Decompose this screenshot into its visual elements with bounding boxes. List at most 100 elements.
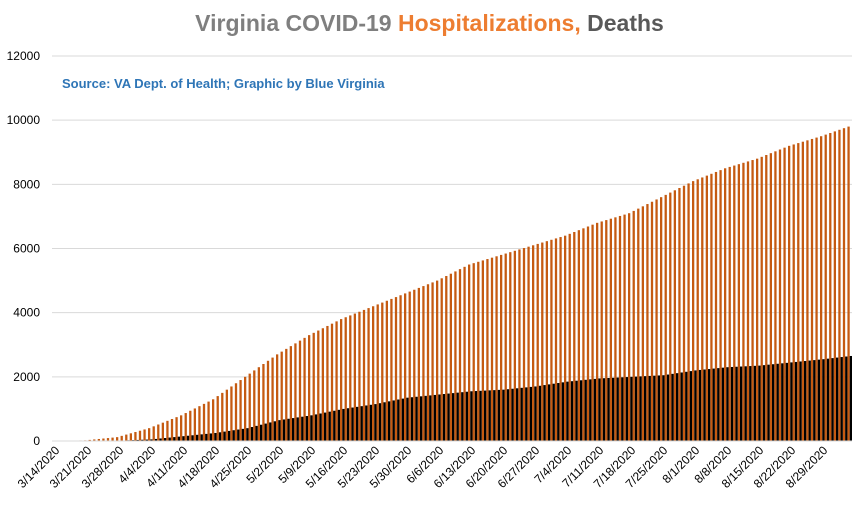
y-tick-label: 0 (33, 434, 40, 448)
deaths-bar (543, 385, 546, 441)
deaths-bar (342, 408, 345, 441)
title-part-hospitalizations: Hospitalizations, (397, 10, 588, 36)
hospitalizations-bar (221, 392, 224, 441)
deaths-bar (191, 435, 194, 441)
deaths-bar (612, 377, 615, 441)
hospitalizations-bar (385, 300, 388, 441)
hospitalizations-bar (815, 137, 818, 442)
hospitalizations-bar (605, 220, 608, 441)
deaths-bar (644, 376, 647, 441)
y-tick-label: 4000 (13, 306, 40, 320)
y-tick-label: 2000 (13, 370, 40, 384)
deaths-bar (292, 418, 295, 441)
deaths-bar (712, 368, 715, 441)
hospitalizations-bar (792, 144, 795, 442)
hospitalizations-bar (445, 276, 448, 441)
deaths-bar (186, 435, 190, 441)
deaths-bar (424, 395, 427, 441)
deaths-bar (241, 428, 244, 441)
source-note: Source: VA Dept. of Health; Graphic by B… (62, 76, 385, 91)
deaths-bar (461, 392, 464, 441)
hospitalizations-bar (376, 304, 379, 441)
hospitalizations-bar (399, 295, 402, 441)
hospitalizations-bar (266, 360, 270, 441)
hospitalizations-bar (632, 210, 635, 441)
hospitalizations-bar (600, 221, 603, 441)
hospitalizations-bar (189, 410, 192, 441)
hospitalizations-series (56, 126, 850, 442)
hospitalizations-bar (742, 162, 745, 441)
hospitalizations-bar (102, 438, 105, 441)
deaths-bar (287, 418, 290, 441)
deaths-bar (200, 434, 203, 441)
hospitalizations-bar (554, 238, 558, 441)
deaths-bar (561, 382, 564, 441)
hospitalizations-bar (573, 232, 576, 441)
hospitalizations-bar (788, 145, 791, 442)
deaths-bar (319, 413, 322, 441)
deaths-bar (397, 399, 400, 441)
hospitalizations-bar (335, 321, 338, 441)
hospitalizations-bar (367, 308, 370, 441)
deaths-bar (804, 361, 807, 441)
hospitalizations-bar (116, 437, 119, 441)
deaths-bar (250, 427, 254, 441)
deaths-bar (296, 417, 299, 441)
deaths-bar (484, 390, 487, 441)
hospitalizations-bar (842, 128, 846, 441)
hospitalizations-bar (175, 417, 178, 441)
hospitalizations-bar (810, 138, 814, 442)
deaths-bar (401, 398, 404, 441)
hospitalizations-bar (152, 426, 155, 441)
deaths-bar (182, 436, 185, 441)
deaths-bar (689, 371, 692, 441)
hospitalizations-bar (582, 228, 585, 441)
deaths-bar (534, 386, 537, 441)
hospitalizations-bar (678, 188, 681, 441)
deaths-bar (360, 406, 363, 441)
deaths-bar (772, 364, 775, 441)
deaths-bar (680, 372, 683, 441)
hospitalizations-bar (650, 201, 654, 441)
deaths-bar (337, 409, 340, 441)
deaths-bar (753, 365, 756, 441)
deaths-bar (525, 387, 528, 441)
deaths-bar (634, 376, 638, 441)
hospitalizations-bar (669, 192, 672, 441)
deaths-bar (557, 383, 560, 441)
deaths-bar (410, 397, 414, 441)
deaths-bar (392, 400, 395, 441)
deaths-bar (438, 394, 441, 441)
deaths-bar (356, 406, 359, 441)
hospitalizations-bar (257, 367, 260, 441)
hospitalizations-bar (212, 399, 215, 441)
hospitalizations-bar (778, 149, 782, 441)
hospitalizations-bar (234, 383, 238, 441)
hospitalizations-bar (477, 261, 480, 441)
hospitalizations-bar (769, 153, 772, 441)
hospitalizations-bar (308, 335, 311, 441)
hospitalizations-bar (641, 206, 644, 441)
hospitalizations-bar (358, 311, 361, 441)
deaths-bar (164, 438, 167, 441)
hospitalizations-bar (646, 204, 649, 441)
deaths-bar (369, 404, 372, 441)
hospitalizations-bar (623, 214, 626, 441)
deaths-bar (282, 419, 286, 441)
deaths-bar (676, 373, 679, 441)
hospitalizations-bar (326, 325, 329, 441)
deaths-bar (625, 377, 628, 441)
deaths-bar (548, 384, 551, 441)
deaths-bar (196, 434, 199, 441)
hospitalizations-bar (225, 389, 228, 441)
hospitalizations-bar (120, 435, 123, 441)
hospitalizations-bar (719, 170, 722, 441)
hospitalizations-bar (801, 141, 804, 442)
hospitalizations-bar (751, 160, 754, 441)
hospitalizations-bar (408, 291, 411, 441)
deaths-bar (223, 431, 226, 441)
deaths-bar (324, 412, 327, 441)
deaths-bar (808, 360, 811, 441)
deaths-bar (383, 402, 386, 441)
deaths-bar (616, 377, 619, 441)
